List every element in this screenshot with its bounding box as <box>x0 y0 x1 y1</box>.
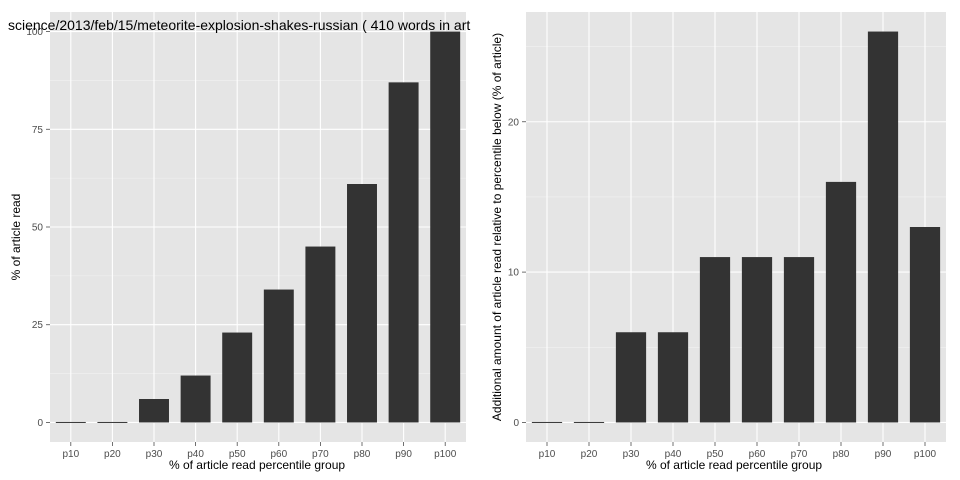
left-bar-p100 <box>430 31 461 423</box>
left-bar-p20 <box>97 421 128 423</box>
left-bar-p30 <box>139 399 169 423</box>
left-x-tick-label: p40 <box>187 449 204 460</box>
right-x-tick-label: p10 <box>539 449 556 460</box>
right-x-tick-label: p90 <box>875 449 892 460</box>
left-bar-p40 <box>180 375 211 423</box>
right-x-tick-label: p60 <box>749 449 766 460</box>
right-bar-p50 <box>699 257 731 423</box>
left-bar-p50 <box>222 332 253 423</box>
right-x-axis-label: % of article read percentile group <box>646 458 822 472</box>
right-bar-p80 <box>825 181 857 423</box>
left-x-tick-label: p90 <box>395 449 412 460</box>
right-bar-p60 <box>741 257 773 423</box>
right-bar-p30 <box>615 332 647 423</box>
left-x-tick-label: p60 <box>270 449 287 460</box>
right-x-tick-label: p50 <box>707 449 724 460</box>
right-x-tick-label: p30 <box>623 449 640 460</box>
right-y-tick-label: 10 <box>508 268 520 279</box>
right-bar-p40 <box>657 332 689 423</box>
left-x-tick-label: p30 <box>146 449 163 460</box>
right-x-tick-label: p80 <box>833 449 850 460</box>
left-x-tick-label: p80 <box>354 449 371 460</box>
left-bar-p90 <box>388 82 419 423</box>
left-x-tick-label: p10 <box>62 449 79 460</box>
right-y-tick-label: 20 <box>508 117 520 128</box>
left-y-tick-label: 0 <box>37 418 43 429</box>
left-y-tick-label: 75 <box>32 125 44 136</box>
right-x-tick-label: p70 <box>791 449 808 460</box>
left-bar-p70 <box>305 246 336 423</box>
right-chart-panel: 0 10 20 p10 p20 p30 p40 p50 p60 p70 p80 p90 p100 <box>508 12 946 460</box>
right-bar-p100 <box>909 227 941 423</box>
left-chart-panel: 0 25 50 75 100 p10 p20 p30 p40 p50 p60 p70 p80 p90 p10… <box>26 12 466 460</box>
right-bar-p20 <box>573 421 605 423</box>
left-bar-p80 <box>347 184 377 423</box>
right-bar-p90 <box>867 31 899 423</box>
chart-title: science/2013/feb/15/meteorite-explosion-… <box>8 17 470 33</box>
left-x-tick-label: p70 <box>312 449 329 460</box>
right-y-axis-label: Additional amount of article read relati… <box>490 33 504 421</box>
left-bar-p10 <box>55 421 86 423</box>
left-y-tick-label: 25 <box>32 320 44 331</box>
left-y-axis-label: % of article read <box>9 194 23 281</box>
left-x-axis-label: % of article read percentile group <box>169 458 345 472</box>
left-y-tick-label: 50 <box>32 223 44 234</box>
right-bar-p10 <box>531 421 563 423</box>
right-bar-p70 <box>783 257 815 423</box>
left-x-tick-label: p100 <box>434 449 457 460</box>
left-y-tick-label: 100 <box>26 27 43 38</box>
right-x-tick-label: p40 <box>665 449 682 460</box>
left-x-tick-label: p20 <box>104 449 121 460</box>
right-y-tick-label: 0 <box>513 418 519 429</box>
left-x-tick-label: p50 <box>229 449 246 460</box>
left-bar-p60 <box>263 289 294 423</box>
right-x-tick-label: p20 <box>581 449 598 460</box>
right-x-tick-label: p100 <box>914 449 937 460</box>
